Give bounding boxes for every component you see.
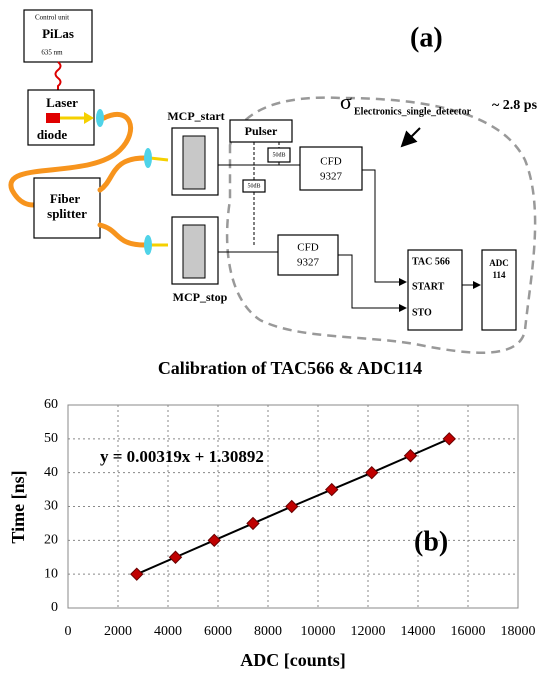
sigma-subscript: Electronics_single_detector (354, 106, 472, 117)
connector (362, 170, 406, 282)
label: PiLas (42, 26, 74, 41)
fiber (100, 158, 145, 190)
point (443, 433, 455, 445)
lens (96, 109, 104, 127)
x-tick-label: 16000 (451, 624, 486, 639)
figure: (a) Control unit PiLas 635 nm Laser diod… (0, 0, 560, 675)
y-tick-label: 20 (44, 533, 58, 548)
x-tick-label: 12000 (351, 624, 386, 639)
arrow (402, 128, 420, 146)
point (326, 484, 338, 496)
x-tick-label: 0 (65, 624, 72, 639)
chart: Calibration of TAC566 & ADC114 ADC [coun… (8, 358, 535, 670)
label: splitter (47, 206, 87, 221)
annotation: y = 0.00319x + 1.30892 (100, 447, 264, 466)
y-tick-label: 50 (44, 431, 58, 446)
label: CFD (320, 156, 341, 168)
label: CFD (297, 242, 318, 254)
point (247, 517, 259, 529)
diode (46, 113, 60, 123)
mcp-plate (183, 225, 205, 278)
label: START (412, 281, 445, 292)
label: STO (412, 307, 432, 318)
label: MCP_start (167, 109, 224, 123)
y-tick-label: 0 (51, 600, 58, 615)
beam (150, 158, 168, 245)
cfd-box (300, 147, 362, 190)
label: Laser (46, 95, 78, 110)
y-tick-label: 40 (44, 465, 58, 480)
x-axis-label: ADC [counts] (240, 650, 346, 670)
label: Fiber (50, 191, 81, 206)
x-tick-label: 14000 (401, 624, 436, 639)
label: TAC 566 (412, 256, 450, 267)
lens (144, 148, 152, 168)
y-tick-label: 60 (44, 397, 58, 412)
panel-label: (a) (410, 22, 443, 53)
x-tick-label: 18000 (501, 624, 536, 639)
label: MCP_stop (173, 290, 228, 304)
fiber (100, 225, 145, 245)
lens (144, 235, 152, 255)
x-tick-label: 10000 (301, 624, 336, 639)
label: 9327 (297, 257, 320, 269)
point (131, 568, 143, 580)
point (170, 551, 182, 563)
point (405, 450, 417, 462)
mcp-plate (183, 136, 205, 189)
sigma: σ (340, 89, 352, 114)
cable (56, 62, 61, 90)
label: 635 nm (41, 49, 63, 57)
label: ADC (489, 258, 509, 268)
sigma-value: ~ 2.8 ps (492, 98, 538, 113)
label: 50dB (247, 183, 260, 189)
x-tick-label: 2000 (104, 624, 132, 639)
label: diode (37, 127, 68, 142)
x-tick-label: 8000 (254, 624, 282, 639)
label: Pulser (245, 124, 278, 138)
y-tick-label: 30 (44, 499, 58, 514)
label: 114 (492, 270, 506, 280)
y-axis-label: Time [ns] (8, 470, 28, 543)
y-tick-label: 10 (44, 566, 58, 581)
point (286, 501, 298, 513)
x-tick-label: 4000 (154, 624, 182, 639)
x-tick-label: 6000 (204, 624, 232, 639)
chart-title: Calibration of TAC566 & ADC114 (158, 358, 422, 378)
label: 9327 (320, 171, 343, 183)
label: 50dB (272, 152, 285, 158)
label: Control unit (35, 14, 69, 22)
diagram: (a) Control unit PiLas 635 nm Laser diod… (11, 10, 538, 353)
panel-label: (b) (414, 526, 448, 557)
